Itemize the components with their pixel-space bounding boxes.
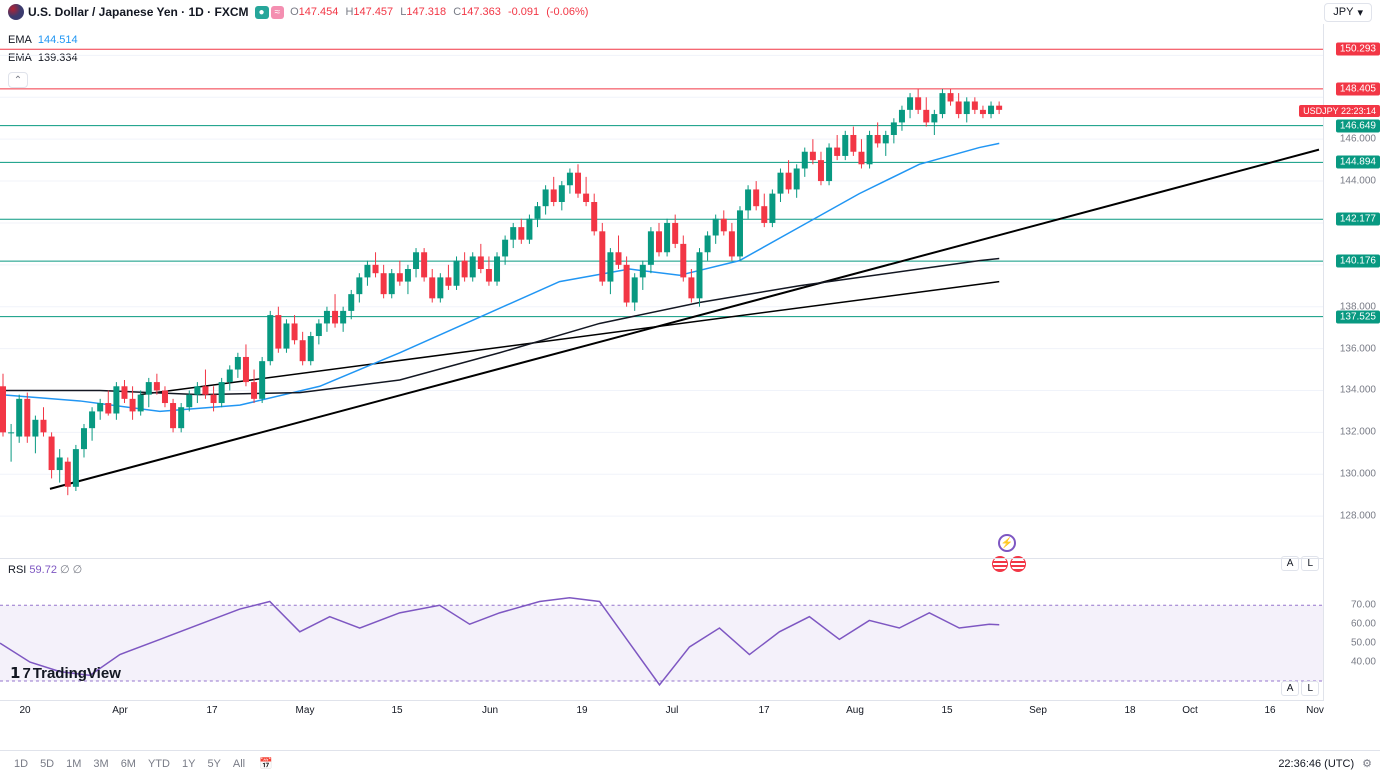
x-tick: 18 [1124,705,1135,716]
tradingview-logo: 𝟭7 TradingView [10,664,121,682]
timeframe-5d[interactable]: 5D [34,756,60,772]
y-tick: 128.000 [1340,511,1376,522]
chart-svg [0,24,1323,558]
y-axis[interactable]: 146.000144.000138.000136.000134.000132.0… [1324,24,1380,700]
clock-readout: 22:36:46 (UTC) [1278,758,1354,770]
timeframe-1m[interactable]: 1M [60,756,87,772]
x-tick: 17 [206,705,217,716]
al-badges-rsi: A L [1281,681,1319,696]
timeframe-1d[interactable]: 1D [8,756,34,772]
timeframe-5y[interactable]: 5Y [201,756,226,772]
badge-a-rsi[interactable]: A [1281,681,1300,696]
x-tick: Aug [846,705,864,716]
price-label: 146.649 [1336,119,1380,132]
timeframe-1y[interactable]: 1Y [176,756,201,772]
ohlc-readout: O147.454 H147.457 L147.318 C147.363 -0.0… [290,6,592,18]
y-tick: 130.000 [1340,469,1376,480]
chart-area: ⚡ A L RSI 59.72 ∅ ∅ 𝟭7 TradingView A L [0,24,1324,700]
x-axis[interactable]: 20 Apr 17 May 15 Jun 19 Jul 17 Aug 15 Sep 18 Oct 16 Nov [0,700,1324,726]
y-tick: 134.000 [1340,385,1376,396]
x-tick: 15 [391,705,402,716]
rsi-y-tick: 50.00 [1351,637,1376,648]
currency-selector[interactable]: JPY ▾ [1324,3,1372,22]
main-price-chart[interactable]: ⚡ A L [0,24,1323,558]
badge-l-rsi[interactable]: L [1301,681,1319,696]
price-label: USDJPY 22:23:14 [1299,105,1380,117]
chevron-down-icon: ▾ [1357,6,1363,19]
price-label: 150.293 [1336,43,1380,56]
x-tick: 17 [758,705,769,716]
x-tick: 16 [1264,705,1275,716]
timeframe-3m[interactable]: 3M [87,756,114,772]
x-tick: Apr [112,705,128,716]
x-tick: 19 [576,705,587,716]
y-tick: 136.000 [1340,343,1376,354]
rsi-svg [0,559,1323,700]
x-tick: May [296,705,315,716]
symbol-title[interactable]: U.S. Dollar / Japanese Yen · 1D · FXCM [28,5,249,19]
y-tick: 132.000 [1340,427,1376,438]
x-tick: 15 [941,705,952,716]
badge-d: ● [255,6,269,19]
chart-header: U.S. Dollar / Japanese Yen · 1D · FXCM ●… [0,0,1380,24]
rsi-y-tick: 70.00 [1351,599,1376,610]
y-tick: 146.000 [1340,134,1376,145]
price-label: 137.525 [1336,310,1380,323]
rsi-y-tick: 40.00 [1351,656,1376,667]
x-tick: Nov [1306,705,1324,716]
timeframe-all[interactable]: All [227,756,251,772]
x-tick: Jun [482,705,498,716]
x-tick: 20 [19,705,30,716]
x-tick: Oct [1182,705,1198,716]
rsi-panel[interactable]: RSI 59.72 ∅ ∅ 𝟭7 TradingView A L [0,558,1323,700]
price-label: 140.176 [1336,255,1380,268]
price-label: 148.405 [1336,82,1380,95]
price-label: 144.894 [1336,156,1380,169]
y-tick: 144.000 [1340,176,1376,187]
lightning-event-icon[interactable]: ⚡ [998,534,1016,552]
settings-gear-icon[interactable]: ⚙ [1362,757,1372,770]
header-badges: ● ≈ [255,6,285,19]
badge-pink: ≈ [271,6,285,19]
timeframe-ytd[interactable]: YTD [142,756,176,772]
x-tick: Jul [666,705,679,716]
price-label: 142.177 [1336,213,1380,226]
pair-flag-icon [8,4,24,20]
calendar-icon[interactable]: 📅 [259,757,273,770]
bottom-toolbar: 1D5D1M3M6MYTD1Y5YAll 📅 22:36:46 (UTC) ⚙ [0,750,1380,776]
rsi-y-tick: 60.00 [1351,618,1376,629]
x-tick: Sep [1029,705,1047,716]
timeframe-6m[interactable]: 6M [115,756,142,772]
